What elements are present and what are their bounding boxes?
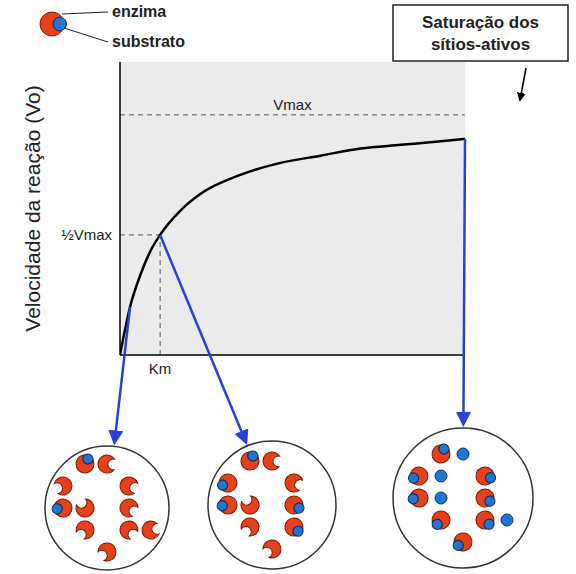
svg-text:½Vmax: ½Vmax — [61, 226, 112, 243]
svg-text:substrato: substrato — [112, 33, 185, 50]
svg-text:enzima: enzima — [112, 3, 166, 20]
svg-text:Saturação dos: Saturação dos — [422, 13, 539, 32]
svg-text:sítios-ativos: sítios-ativos — [431, 35, 530, 54]
svg-text:Km: Km — [149, 360, 172, 377]
svg-text:Velocidade da reação (Vo): Velocidade da reação (Vo) — [21, 85, 44, 331]
svg-text:Vmax: Vmax — [273, 96, 312, 113]
